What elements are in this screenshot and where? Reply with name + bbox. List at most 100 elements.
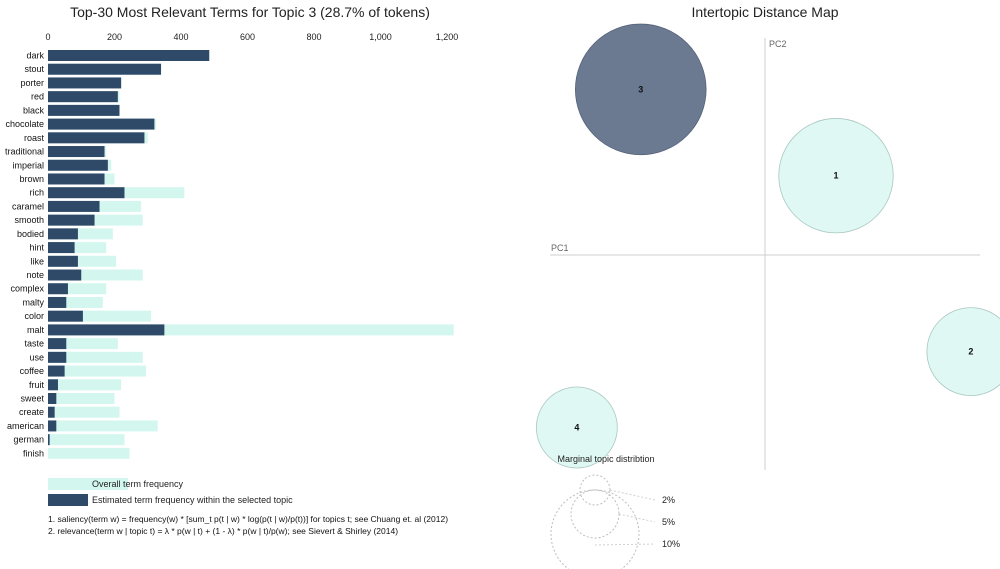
topic-frequency-bar[interactable]: [48, 159, 108, 171]
overall-frequency-bar[interactable]: [48, 228, 113, 240]
term-labels: dark stout porter red black chocolate roast tra…: [5, 51, 45, 459]
term-label[interactable]: bodied: [17, 229, 44, 239]
topic-frequency-bar[interactable]: [48, 310, 83, 322]
topic-frequency-bar[interactable]: [48, 296, 67, 308]
term-label[interactable]: traditional: [5, 147, 44, 157]
topic-frequency-bar[interactable]: [48, 50, 210, 61]
marginal-leader-5: [618, 513, 656, 523]
term-label[interactable]: roast: [24, 133, 45, 143]
topic-frequency-bar[interactable]: [48, 187, 125, 199]
overall-frequency-bar[interactable]: [48, 379, 122, 391]
overall-frequency-bar[interactable]: [48, 406, 120, 418]
marginal-leader-10: [594, 543, 656, 546]
topic-frequency-bar[interactable]: [48, 379, 58, 391]
term-label[interactable]: finish: [23, 448, 44, 458]
term-label[interactable]: german: [13, 435, 44, 445]
marginal-label-2: 2%: [662, 495, 675, 505]
topic-circle[interactable]: [535, 386, 618, 469]
overall-frequency-bar[interactable]: [48, 447, 130, 459]
topic-frequency-bar[interactable]: [48, 214, 95, 226]
topic-frequency-bar[interactable]: [48, 420, 57, 432]
overall-frequency-bar[interactable]: [48, 242, 107, 254]
footnote-saliency: 1. saliency(term w) = frequency(w) * [su…: [48, 514, 448, 524]
term-label[interactable]: create: [19, 407, 44, 417]
overall-frequency-bar[interactable]: [48, 283, 107, 295]
topic-circle[interactable]: [778, 118, 894, 234]
term-label[interactable]: fruit: [29, 380, 45, 390]
term-label[interactable]: malt: [27, 325, 45, 335]
topic-circles: 3 1 2 4: [535, 23, 1000, 469]
term-label[interactable]: color: [24, 311, 44, 321]
term-label[interactable]: porter: [20, 78, 44, 88]
term-label[interactable]: sweet: [20, 394, 44, 404]
topic-frequency-bar[interactable]: [48, 91, 118, 103]
term-label[interactable]: coffee: [20, 366, 44, 376]
topic-frequency-bar[interactable]: [48, 146, 105, 158]
topic-frequency-bar[interactable]: [48, 63, 162, 75]
overall-frequency-bar[interactable]: [48, 269, 143, 281]
topic-frequency-bar[interactable]: [48, 132, 145, 144]
topic-frequency-bar[interactable]: [48, 365, 65, 377]
overall-frequency-bar[interactable]: [48, 351, 143, 363]
overall-frequency-bar[interactable]: [48, 420, 158, 432]
legend-overall-label: Overall term frequency: [92, 479, 184, 489]
marginal-circle-5: [570, 489, 620, 539]
term-label[interactable]: black: [23, 105, 45, 115]
topic-frequency-bar[interactable]: [48, 406, 55, 418]
term-label[interactable]: dark: [26, 51, 44, 61]
topic-circle[interactable]: [926, 307, 1000, 396]
overall-frequency-bar[interactable]: [48, 310, 152, 322]
overall-frequency-bar[interactable]: [48, 214, 143, 226]
term-label[interactable]: hint: [29, 243, 44, 253]
overall-frequency-bar[interactable]: [48, 296, 103, 308]
term-label[interactable]: imperial: [12, 160, 44, 170]
topic-frequency-bar[interactable]: [48, 283, 68, 295]
term-label[interactable]: use: [29, 352, 44, 362]
term-label[interactable]: note: [26, 270, 44, 280]
x-tick-label: 400: [173, 32, 188, 42]
topic-frequency-bar[interactable]: [48, 242, 75, 254]
topic-frequency-bar[interactable]: [48, 228, 78, 240]
topic-frequency-bar[interactable]: [48, 77, 122, 89]
term-label[interactable]: smooth: [14, 215, 44, 225]
term-bar-panel: Top-30 Most Relevant Terms for Topic 3 (…: [5, 4, 458, 536]
term-label[interactable]: malty: [22, 297, 44, 307]
topic-frequency-bar[interactable]: [48, 118, 155, 130]
overall-frequency-bar[interactable]: [48, 434, 125, 446]
term-label[interactable]: brown: [19, 174, 44, 184]
overall-frequency-bar[interactable]: [48, 393, 115, 404]
topic-frequency-bar[interactable]: [48, 200, 100, 212]
topic-frequency-bar[interactable]: [48, 351, 67, 363]
overall-frequency-bar[interactable]: [48, 338, 118, 350]
term-label[interactable]: caramel: [12, 201, 44, 211]
term-label[interactable]: red: [31, 92, 44, 102]
topic-frequency-bar[interactable]: [48, 269, 82, 281]
topic-frequency-bar[interactable]: [48, 104, 120, 116]
term-label[interactable]: rich: [29, 188, 44, 198]
topic-frequency-bar[interactable]: [48, 173, 105, 185]
topic-frequency-bar[interactable]: [48, 434, 50, 446]
x-tick-label: 800: [306, 32, 321, 42]
intertopic-map-panel: Intertopic Distance Map PC2 PC1 3 1 2 4 Mar…: [535, 4, 1000, 569]
topic-frequency-bar[interactable]: [48, 324, 165, 336]
term-label[interactable]: taste: [24, 339, 44, 349]
topic-frequency-bar[interactable]: [48, 393, 57, 404]
overall-frequency-bar[interactable]: [48, 255, 117, 267]
overall-frequency-bar[interactable]: [48, 324, 454, 336]
term-label[interactable]: chocolate: [5, 119, 44, 129]
term-label[interactable]: like: [30, 256, 44, 266]
x-tick-label: 200: [107, 32, 122, 42]
topic-frequency-bar[interactable]: [48, 255, 78, 267]
marginal-title: Marginal topic distribtion: [557, 454, 654, 464]
bar-chart-title: Top-30 Most Relevant Terms for Topic 3 (…: [70, 4, 430, 20]
term-label[interactable]: stout: [24, 64, 44, 74]
topic-number: 3: [638, 84, 643, 94]
topic-circle[interactable]: [574, 23, 707, 156]
overall-frequency-bar[interactable]: [48, 365, 147, 377]
term-label[interactable]: american: [7, 421, 44, 431]
term-label[interactable]: complex: [10, 284, 44, 294]
marginal-circle-10: [550, 489, 640, 569]
marginal-leader-2: [609, 489, 656, 501]
topic-frequency-bar[interactable]: [48, 338, 67, 350]
